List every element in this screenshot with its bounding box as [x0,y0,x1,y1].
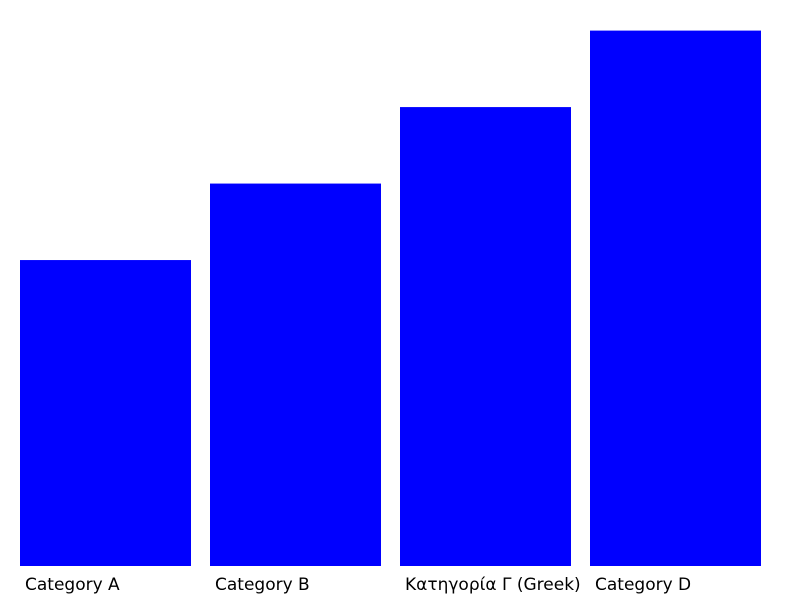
x-tick-label: Category B [215,575,310,595]
tick-labels-layer: Category A Category B Κατηγορία Γ (Greek) C… [25,575,691,595]
x-tick-label: Category A [25,575,120,595]
x-tick-label: Category D [595,575,691,595]
bar-1 [20,260,191,566]
bar-3 [400,107,571,566]
x-tick-label: Κατηγορία Γ (Greek) [405,575,581,595]
bar-4 [590,30,761,566]
bars-layer [20,30,761,566]
bar-2 [210,183,381,566]
